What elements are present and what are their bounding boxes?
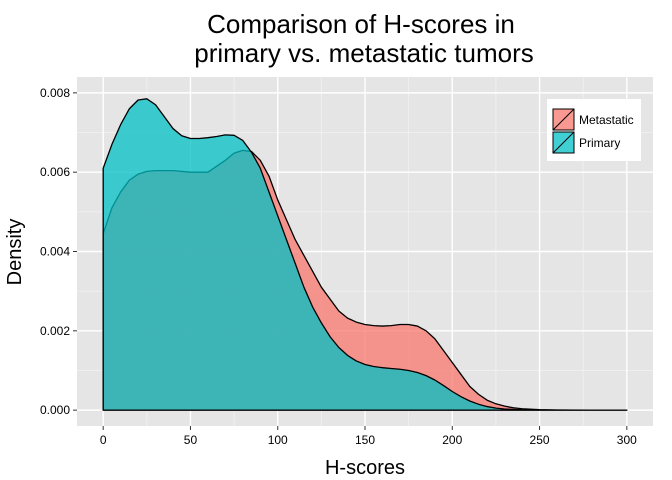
y-tick-label: 0.008: [40, 86, 70, 100]
legend: Metastatic Primary: [547, 99, 641, 161]
y-tick-label: 0.000: [40, 403, 70, 417]
y-axis-title: Density: [4, 219, 26, 286]
legend-label-metastatic: Metastatic: [579, 113, 634, 127]
x-axis-ticks: 0 50 100 150 200 250 300: [100, 426, 637, 447]
y-tick-label: 0.006: [40, 165, 70, 179]
y-axis-ticks: 0.000 0.002 0.004 0.006 0.008: [40, 86, 77, 417]
x-tick-label: 250: [530, 433, 550, 447]
x-tick-label: 100: [268, 433, 288, 447]
x-tick-label: 0: [100, 433, 107, 447]
chart-title-line2: primary vs. metastatic tumors: [194, 38, 534, 68]
legend-label-primary: Primary: [579, 136, 620, 150]
y-tick-label: 0.004: [40, 245, 70, 259]
density-area-primary: [102, 98, 628, 411]
chart-title-line1: Comparison of H-scores in: [207, 9, 515, 39]
y-tick-label: 0.002: [40, 324, 70, 338]
legend-key-slash: [552, 108, 575, 131]
density-areas: [102, 98, 628, 411]
x-tick-label: 50: [184, 433, 198, 447]
x-axis-title: H-scores: [325, 457, 405, 479]
x-tick-label: 300: [617, 433, 637, 447]
x-tick-label: 150: [355, 433, 375, 447]
legend-key-slash: [552, 131, 575, 154]
x-tick-label: 200: [442, 433, 462, 447]
